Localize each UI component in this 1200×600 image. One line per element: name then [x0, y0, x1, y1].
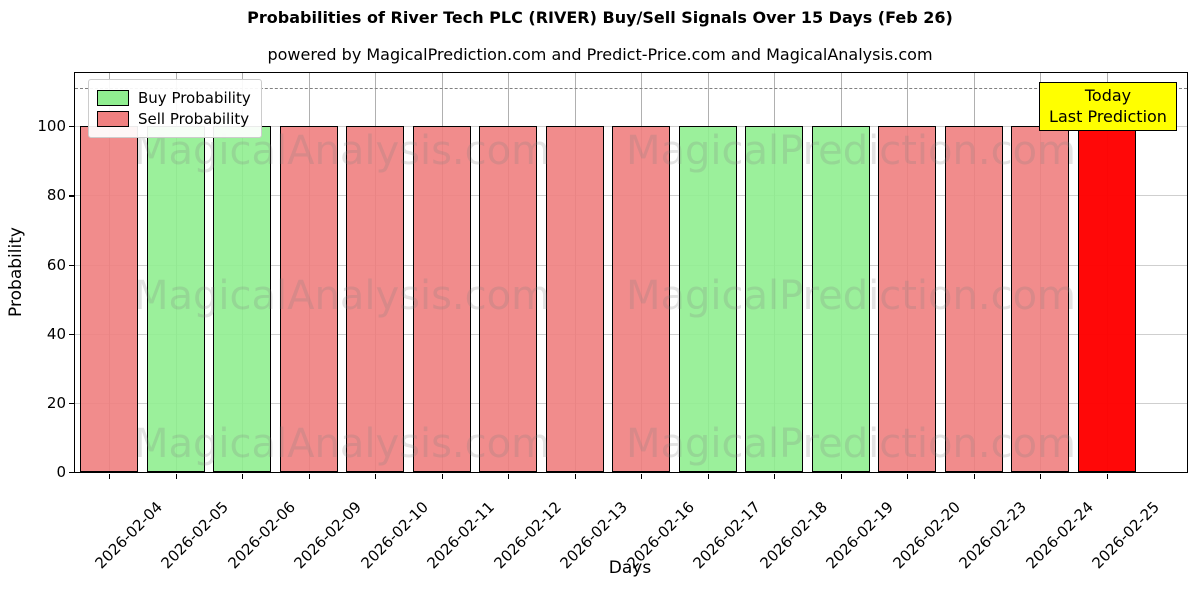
chart-subtitle: powered by MagicalPrediction.com and Pre… — [267, 45, 933, 64]
bar-sell-2026-02-10 — [346, 126, 404, 472]
x-axis-label: Days — [608, 558, 652, 578]
x-tick-mark — [774, 473, 776, 479]
buy-swatch-icon — [97, 90, 129, 106]
bar-buy-2026-02-18 — [745, 126, 803, 472]
plot-area: Buy Probability Sell Probability Today L… — [37, 72, 1188, 572]
bar-buy-2026-02-17 — [678, 126, 737, 472]
x-tick-mark — [641, 473, 643, 479]
legend-item-buy: Buy Probability — [97, 89, 251, 107]
x-tick-mark — [1106, 473, 1108, 479]
x-tick-mark — [707, 473, 709, 479]
legend-label-sell: Sell Probability — [138, 110, 250, 128]
bar-sell-2026-02-16 — [612, 126, 670, 472]
y-axis-label: Probability — [6, 227, 26, 317]
x-tick-mark — [840, 473, 842, 479]
y-tick-mark — [68, 402, 74, 405]
y-tick-mark — [68, 195, 74, 197]
bar-buy-2026-02-05 — [146, 126, 205, 472]
legend-label-buy: Buy Probability — [138, 89, 251, 107]
annotation-line-today: Today — [1084, 86, 1132, 105]
x-tick-mark — [375, 473, 377, 479]
x-tick-mark — [508, 473, 510, 479]
dashed-threshold-line — [75, 88, 1187, 90]
bar-sell-2026-02-04 — [80, 126, 138, 472]
y-tick-label: 100 — [37, 117, 66, 136]
bar-buy-2026-02-19 — [811, 126, 870, 472]
bar-sell-2026-02-11 — [412, 126, 471, 472]
y-tick-label: 20 — [46, 393, 66, 412]
y-tick-mark — [68, 333, 74, 335]
x-tick-mark — [973, 473, 975, 479]
bar-sell-2026-02-12 — [479, 126, 537, 472]
x-tick-mark — [441, 473, 443, 479]
y-tick-label: 60 — [46, 255, 66, 274]
sell-swatch-icon — [97, 111, 129, 127]
legend-item-sell: Sell Probability — [97, 110, 251, 128]
bar-today-2026-02-25 — [1077, 126, 1136, 472]
y-tick-mark — [68, 264, 74, 266]
x-tick-mark — [109, 473, 111, 479]
chart-title: Probabilities of River Tech PLC (RIVER) … — [247, 8, 953, 27]
today-annotation: Today Last Prediction — [1039, 82, 1177, 131]
x-tick-mark — [907, 473, 909, 479]
x-tick-mark — [175, 473, 177, 479]
x-tick-mark — [574, 473, 576, 479]
x-tick-mark — [1040, 473, 1042, 479]
y-tick-mark — [68, 472, 74, 474]
y-tick-label: 80 — [46, 186, 66, 205]
bar-sell-2026-02-24 — [1011, 126, 1069, 472]
annotation-line-last-prediction: Last Prediction — [1049, 107, 1167, 126]
x-tick-mark — [308, 473, 310, 479]
legend: Buy Probability Sell Probability — [88, 79, 262, 138]
bar-sell-2026-02-23 — [944, 126, 1003, 472]
bar-sell-2026-02-13 — [545, 126, 604, 472]
y-tick-label: 0 — [56, 463, 66, 481]
y-tick-mark — [68, 126, 74, 128]
x-tick-mark — [242, 473, 244, 479]
bar-buy-2026-02-06 — [213, 126, 271, 472]
bar-sell-2026-02-09 — [279, 126, 338, 472]
bar-sell-2026-02-20 — [878, 126, 936, 472]
y-tick-label: 40 — [46, 324, 66, 343]
